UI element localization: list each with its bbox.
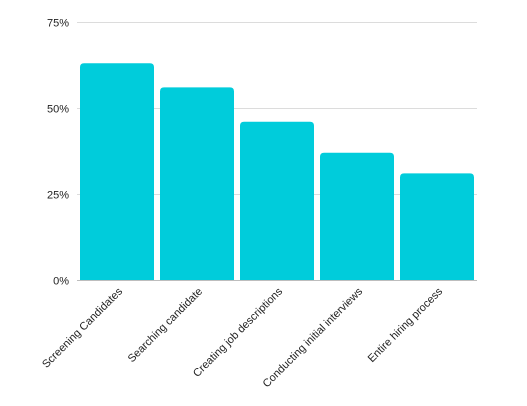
x-category-label: Screening Candidates [40,285,125,370]
y-tick-label: 50% [47,104,69,116]
x-axis-labels: Screening Candidates Searching candidateC… [40,285,445,390]
bar-2 [240,121,314,280]
y-tick-label: 25% [47,190,69,202]
y-tick-label: 0% [53,276,69,288]
x-category-label: Entire hiring process [366,285,446,365]
x-category-label: Searching candidate [126,286,205,365]
y-axis-ticks: 0% 25% 50% 75% [47,18,69,288]
bars-layer [80,63,474,280]
bar-1 [160,87,234,280]
bar-4 [400,173,474,280]
bar-3 [320,152,394,280]
x-category-label: Creating job descriptions [191,285,285,379]
y-tick-label: 75% [47,18,69,30]
bar-0 [80,63,154,280]
